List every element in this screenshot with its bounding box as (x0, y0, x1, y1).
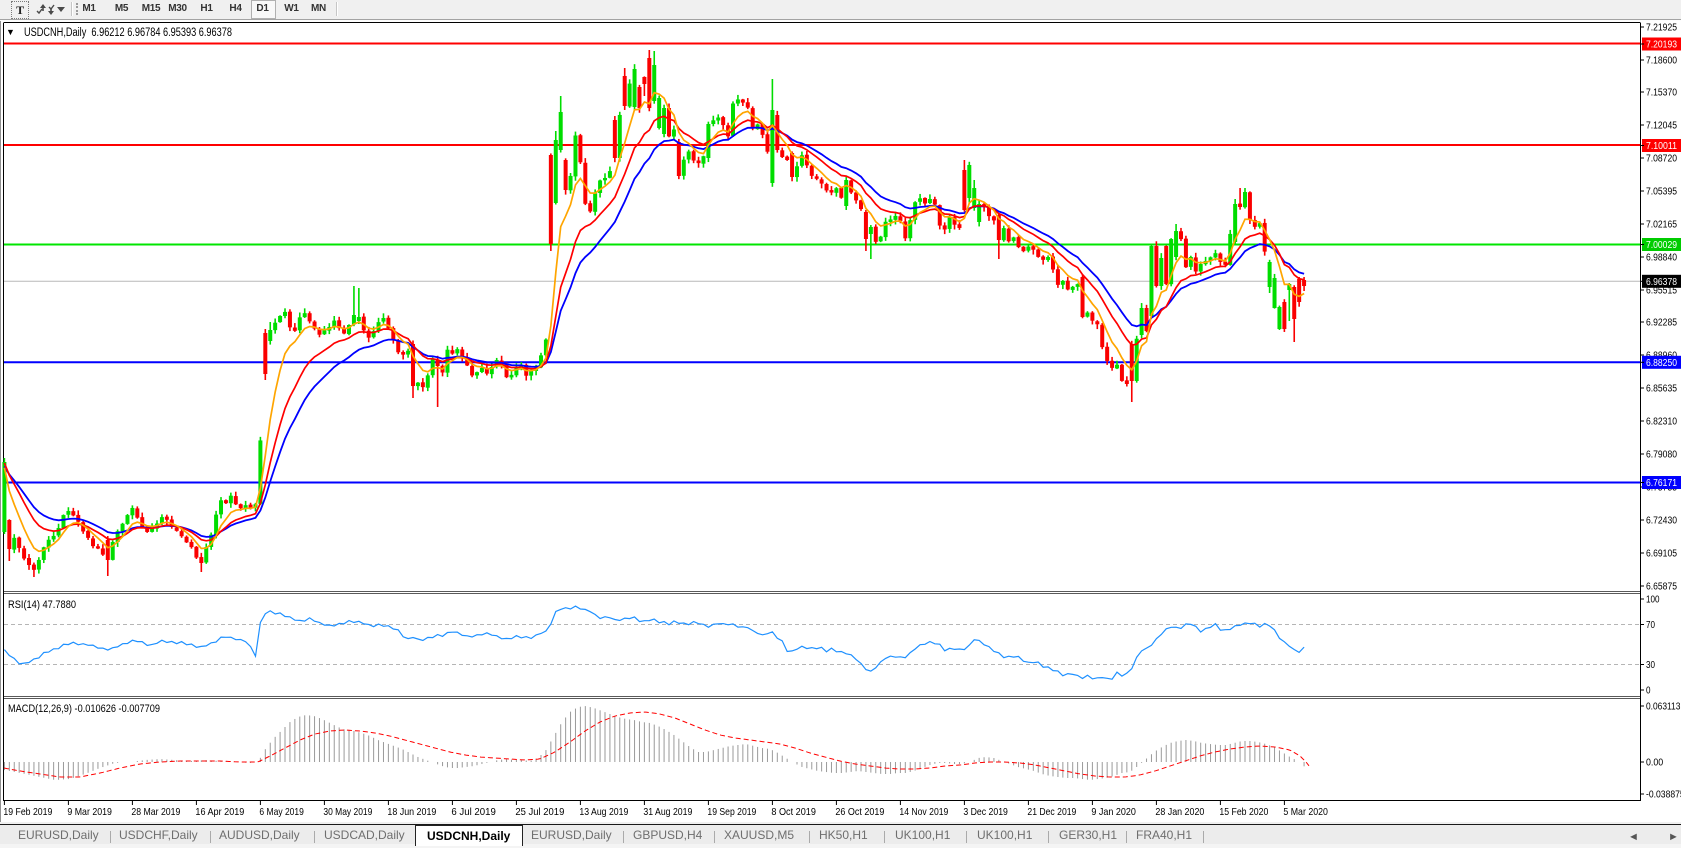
svg-text:6.82310: 6.82310 (1646, 417, 1677, 428)
svg-text:7.15370: 7.15370 (1646, 88, 1677, 99)
svg-text:7.18600: 7.18600 (1646, 56, 1677, 67)
svg-text:5 Mar 2020: 5 Mar 2020 (1283, 806, 1328, 818)
svg-text:6 Jul 2019: 6 Jul 2019 (451, 806, 496, 818)
svg-text:7.00029: 7.00029 (1646, 240, 1677, 251)
svg-text:6.72430: 6.72430 (1646, 516, 1677, 527)
svg-text:30 May 2019: 30 May 2019 (323, 806, 372, 818)
svg-text:6.85635: 6.85635 (1646, 384, 1677, 395)
svg-text:9 Jan 2020: 9 Jan 2020 (1091, 806, 1136, 818)
svg-text:21 Dec 2019: 21 Dec 2019 (1027, 806, 1076, 818)
svg-text:8 Oct 2019: 8 Oct 2019 (771, 806, 816, 818)
svg-text:9 Mar 2019: 9 Mar 2019 (67, 806, 112, 818)
svg-text:26 Oct 2019: 26 Oct 2019 (835, 806, 884, 818)
svg-text:3 Dec 2019: 3 Dec 2019 (963, 806, 1008, 818)
svg-text:18 Jun 2019: 18 Jun 2019 (387, 806, 436, 818)
svg-text:7.10011: 7.10011 (1646, 141, 1677, 152)
svg-text:6.65875: 6.65875 (1646, 582, 1677, 593)
svg-text:25 Jul 2019: 25 Jul 2019 (515, 806, 564, 818)
svg-text:6.96378: 6.96378 (1646, 277, 1677, 288)
svg-text:100: 100 (1646, 595, 1660, 606)
svg-text:0.00: 0.00 (1646, 758, 1664, 769)
svg-text:7.08720: 7.08720 (1646, 154, 1677, 165)
svg-text:7.12045: 7.12045 (1646, 121, 1677, 132)
svg-text:16 Apr 2019: 16 Apr 2019 (195, 806, 244, 818)
svg-text:6.92285: 6.92285 (1646, 318, 1677, 329)
svg-text:7.20193: 7.20193 (1646, 40, 1677, 51)
svg-text:7.02165: 7.02165 (1646, 220, 1677, 231)
svg-text:0.063113: 0.063113 (1646, 702, 1681, 713)
svg-text:6.76171: 6.76171 (1646, 478, 1677, 489)
svg-text:28 Jan 2020: 28 Jan 2020 (1155, 806, 1204, 818)
svg-text:-0.038875: -0.038875 (1646, 790, 1681, 801)
svg-text:MACD(12,26,9) -0.010626 -0.007: MACD(12,26,9) -0.010626 -0.007709 (8, 703, 160, 715)
svg-text:USDCNH,Daily 6.96212 6.96784: USDCNH,Daily 6.96212 6.96784 6.95393 6.9… (24, 27, 232, 39)
svg-text:30: 30 (1646, 660, 1655, 671)
svg-text:6.95515: 6.95515 (1646, 286, 1677, 297)
svg-text:19 Feb 2019: 19 Feb 2019 (3, 806, 52, 818)
svg-text:6.69105: 6.69105 (1646, 549, 1677, 560)
svg-text:13 Aug 2019: 13 Aug 2019 (579, 806, 628, 818)
svg-text:6.98840: 6.98840 (1646, 253, 1677, 264)
svg-text:28 Mar 2019: 28 Mar 2019 (131, 806, 180, 818)
svg-text:15 Feb 2020: 15 Feb 2020 (1219, 806, 1268, 818)
svg-text:▼: ▼ (6, 27, 15, 37)
svg-text:6 May 2019: 6 May 2019 (259, 806, 304, 818)
svg-text:RSI(14) 47.7880: RSI(14) 47.7880 (8, 599, 76, 611)
svg-text:7.05395: 7.05395 (1646, 187, 1677, 198)
svg-text:31 Aug 2019: 31 Aug 2019 (643, 806, 692, 818)
svg-text:14 Nov 2019: 14 Nov 2019 (899, 806, 948, 818)
svg-text:19 Sep 2019: 19 Sep 2019 (707, 806, 756, 818)
svg-text:70: 70 (1646, 620, 1655, 631)
svg-text:6.79080: 6.79080 (1646, 450, 1677, 461)
svg-text:0: 0 (1646, 686, 1651, 697)
svg-text:6.88250: 6.88250 (1646, 358, 1677, 369)
svg-text:7.21925: 7.21925 (1646, 23, 1677, 34)
